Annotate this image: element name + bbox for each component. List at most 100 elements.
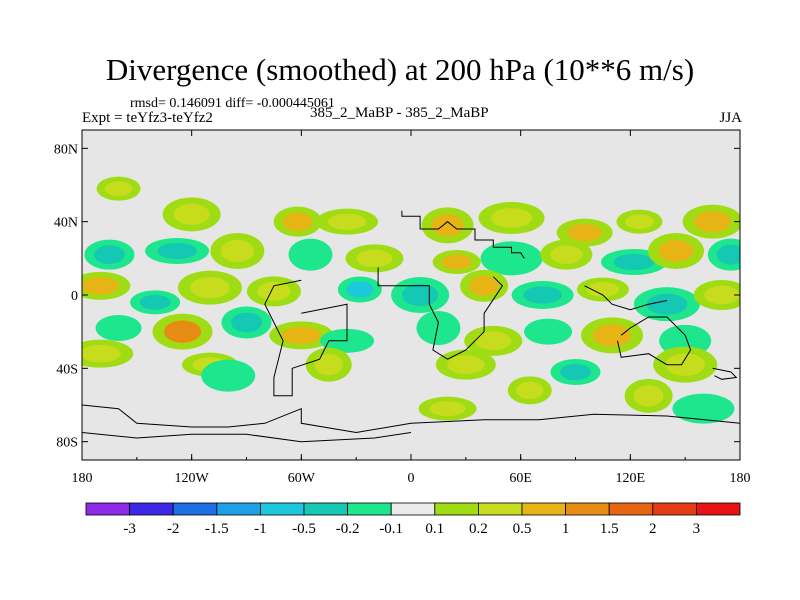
coastline xyxy=(82,404,740,434)
colorbar-swatch xyxy=(652,502,697,516)
stats-text: rmsd= 0.146091 diff= -0.000445061 xyxy=(130,96,335,111)
colorbar-label: 1.5 xyxy=(600,521,619,537)
case-label: 385_2_MaBP - 385_2_MaBP xyxy=(310,105,489,121)
contour-blob-core xyxy=(491,208,532,228)
contour-blob-core xyxy=(173,203,210,225)
contour-blob-core xyxy=(533,323,563,340)
contour-blob-core xyxy=(592,324,632,347)
x-tick-label: 0 xyxy=(408,471,415,486)
contour-blob-core xyxy=(441,254,472,270)
coastline xyxy=(584,285,667,311)
colorbar-label: -1 xyxy=(254,521,267,537)
contour-blob-core xyxy=(327,213,367,230)
colorbar-swatch xyxy=(521,502,566,516)
contour-blob-core xyxy=(665,353,706,376)
contour-blob-core xyxy=(190,277,230,299)
contour-blob-peak xyxy=(353,285,367,294)
colorbar-label: -0.5 xyxy=(292,521,316,537)
y-tick-label: 80S xyxy=(56,436,78,451)
contour-blob-core xyxy=(424,317,453,339)
contour-blob-core xyxy=(693,211,732,233)
contour-blob-core xyxy=(469,275,499,296)
contour-blob-core xyxy=(104,181,133,197)
colorbar-swatch xyxy=(434,502,479,516)
x-tick-label: 120E xyxy=(616,471,646,486)
coastline xyxy=(82,432,412,443)
contour-blob-core xyxy=(625,214,654,230)
contour-blob-core xyxy=(157,242,197,260)
coastline xyxy=(264,279,348,397)
contour-blob-core xyxy=(104,319,133,337)
colorbar-label: -1.5 xyxy=(205,521,229,537)
contour-blob-core xyxy=(516,381,544,400)
colorbar-label: 0.1 xyxy=(425,521,444,537)
contour-blob-core xyxy=(633,385,664,407)
contour-blob-core xyxy=(231,312,262,333)
y-tick-label: 40N xyxy=(54,216,78,231)
colorbar-swatch xyxy=(696,502,741,516)
contour-blob-core xyxy=(475,331,512,351)
contour-blob-core xyxy=(586,282,620,297)
colorbar-label: -0.1 xyxy=(379,521,403,537)
coastlines xyxy=(82,210,740,443)
contour-blob-core xyxy=(704,285,740,305)
colorbar-swatch xyxy=(259,502,305,516)
contour-blob-core xyxy=(257,282,291,301)
x-tick-label: 180 xyxy=(72,471,93,486)
season-label: JJA xyxy=(719,110,742,126)
contour-blob-core xyxy=(669,330,702,351)
coastline xyxy=(617,316,692,366)
contour-blob-core xyxy=(658,239,694,263)
x-tick-label: 120W xyxy=(175,471,210,486)
contour-field xyxy=(82,176,740,424)
contour-blob-core xyxy=(220,239,255,263)
contour-blob-core xyxy=(282,212,313,231)
contour-blob-core xyxy=(523,286,562,304)
y-tick-label: 80N xyxy=(54,142,78,157)
colorbar-swatch xyxy=(85,502,130,516)
colorbar-swatch xyxy=(303,502,348,516)
contour-blob-core xyxy=(139,294,171,310)
colorbar-swatch xyxy=(565,502,610,516)
contour-blob-core xyxy=(82,277,119,295)
contour-blob-core xyxy=(93,245,125,264)
contour-blob-core xyxy=(613,253,655,271)
contour-blob-core xyxy=(550,245,583,264)
y-tick-label: 40S xyxy=(56,362,78,377)
y-tick-label: 0 xyxy=(71,289,78,304)
x-tick-label: 60W xyxy=(288,471,316,486)
colorbar-label: 0.5 xyxy=(513,521,532,537)
contour-blob-core xyxy=(560,363,591,381)
contour-blob-core xyxy=(211,365,245,386)
contour-blob-core xyxy=(716,244,740,265)
colorbar-label: 0.2 xyxy=(469,521,488,537)
colorbar-swatch xyxy=(608,502,654,516)
colorbar-swatch xyxy=(172,502,218,516)
experiment-label: Expt = teYfz3-teYfz2 xyxy=(82,110,213,126)
contour-blob-core xyxy=(567,223,602,242)
contour-blob-core xyxy=(82,344,121,363)
colorbar-swatch xyxy=(216,502,261,516)
x-tick-label: 60E xyxy=(509,471,532,486)
contour-blob-core xyxy=(356,249,393,268)
contour-blob-peak xyxy=(173,326,192,338)
colorbar-label: 1 xyxy=(562,521,570,537)
coastline xyxy=(377,267,504,360)
contour-blob-core xyxy=(314,354,344,376)
coastline xyxy=(712,367,738,380)
axis-ticks: 180 120W 60W 0 60E 120E 180 80N 40N 0 40S 80S xyxy=(54,130,751,486)
chart-title: Divergence (smoothed) at 200 hPa (10**6 … xyxy=(105,52,695,87)
colorbar-label: -0.2 xyxy=(336,521,360,537)
colorbar-label: 3 xyxy=(693,521,701,537)
colorbar-swatch xyxy=(477,502,523,516)
contour-blob-core xyxy=(646,293,688,315)
contour-blob-core xyxy=(684,399,723,418)
x-tick-label: 180 xyxy=(730,471,751,486)
colorbar-label: -3 xyxy=(123,521,136,537)
contour-blob-core xyxy=(429,401,466,417)
colorbar-swatch xyxy=(390,502,436,516)
colorbar-label: 2 xyxy=(649,521,657,537)
contour-blob-core xyxy=(431,214,464,237)
